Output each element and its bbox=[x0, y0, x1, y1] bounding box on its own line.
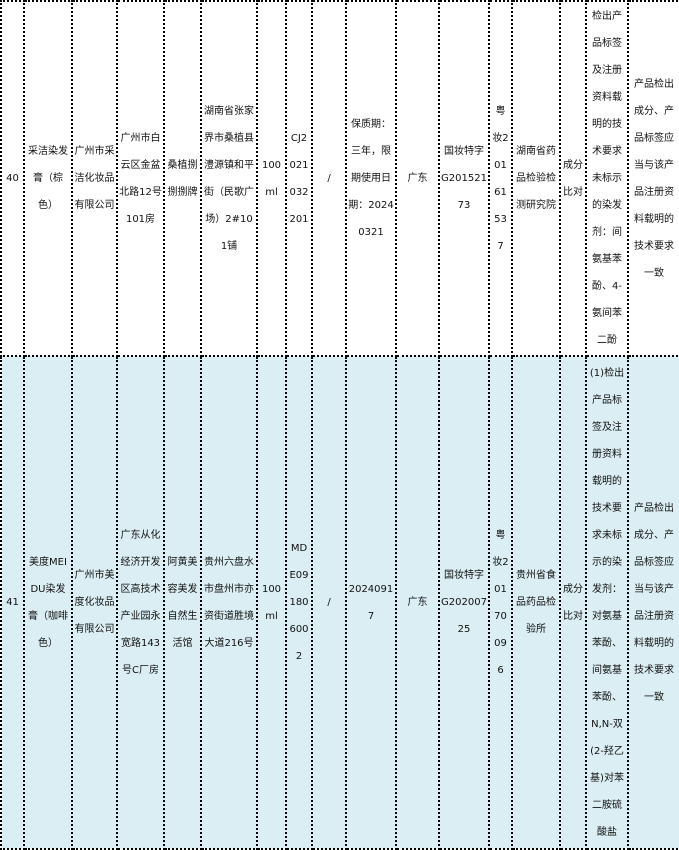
cell-permit: 粤妆20161537 bbox=[488, 0, 513, 357]
cell-trademark: / bbox=[311, 0, 347, 357]
cell-date: 20240917 bbox=[345, 355, 397, 850]
cell-maker-address: 广东从化经济开发区高技术产业园永宽路143号C厂房 bbox=[116, 355, 165, 850]
cell-date: 保质期：三年，限期使用日期：20240321 bbox=[345, 0, 397, 357]
cell-license: 国妆特字G20200725 bbox=[438, 355, 490, 850]
cell-maker-address: 广州市白云区金盆北路12号101房 bbox=[116, 0, 165, 357]
cell-item: 成分比对 bbox=[559, 355, 587, 850]
cell-origin: 广东 bbox=[395, 355, 440, 850]
cell-lab: 贵州省食品药品检验所 bbox=[511, 355, 561, 850]
cell-maker: 广州市采洁化妆品有限公司 bbox=[71, 0, 118, 357]
cell-item: 成分比对 bbox=[559, 0, 587, 357]
cell-result: (1)检出产品标签及注册资料载明的技术要求未标示的染发剂：对氨基苯酚、间氨基苯酚… bbox=[585, 355, 629, 850]
cell-maker: 广州市美度化妆品有限公司 bbox=[71, 355, 118, 850]
cell-requirement: 产品检出成分、产品标签应当与该产品注册资料载明的技术要求一致 bbox=[627, 355, 679, 850]
cell-requirement: 产品检出成分、产品标签应当与该产品注册资料载明的技术要求一致 bbox=[627, 0, 679, 357]
cell-no: 41 bbox=[0, 355, 25, 850]
cell-seller-address: 湖南省张家界市桑植县澧源镇和平街（民歌广场）2#101铺 bbox=[200, 0, 258, 357]
cell-result: 检出产品标签及注册资料载明的技术要求未标示的染发剂：间氨基苯酚、4-氨间苯二酚 bbox=[585, 0, 629, 357]
cell-trademark: / bbox=[311, 355, 347, 850]
table-row: 41 美度MEIDU染发膏（咖啡色） 广州市美度化妆品有限公司 广东从化经济开发… bbox=[0, 355, 679, 850]
cell-spec: 100ml bbox=[256, 355, 287, 850]
cell-seller: 桑植捌捌捌牌 bbox=[163, 0, 202, 357]
cell-batch: MDE091806002 bbox=[285, 355, 313, 850]
cell-license: 国妆特字G20152173 bbox=[438, 0, 490, 357]
cell-spec: 100ml bbox=[256, 0, 287, 357]
cell-seller-address: 贵州六盘水市盘州市亦资街道胜境大道216号 bbox=[200, 355, 258, 850]
cell-permit: 粤妆20170096 bbox=[488, 355, 513, 850]
cell-no: 40 bbox=[0, 0, 25, 357]
cell-seller: 阿黄美容美发自然生活馆 bbox=[163, 355, 202, 850]
table-row: 40 采洁染发膏（棕色） 广州市采洁化妆品有限公司 广州市白云区金盆北路12号1… bbox=[0, 0, 679, 357]
cell-product: 美度MEIDU染发膏（咖啡色） bbox=[23, 355, 73, 850]
cell-lab: 湖南省药品检验检测研究院 bbox=[511, 0, 561, 357]
cell-batch: CJ2021032201 bbox=[285, 0, 313, 357]
cell-product: 采洁染发膏（棕色） bbox=[23, 0, 73, 357]
cell-origin: 广东 bbox=[395, 0, 440, 357]
